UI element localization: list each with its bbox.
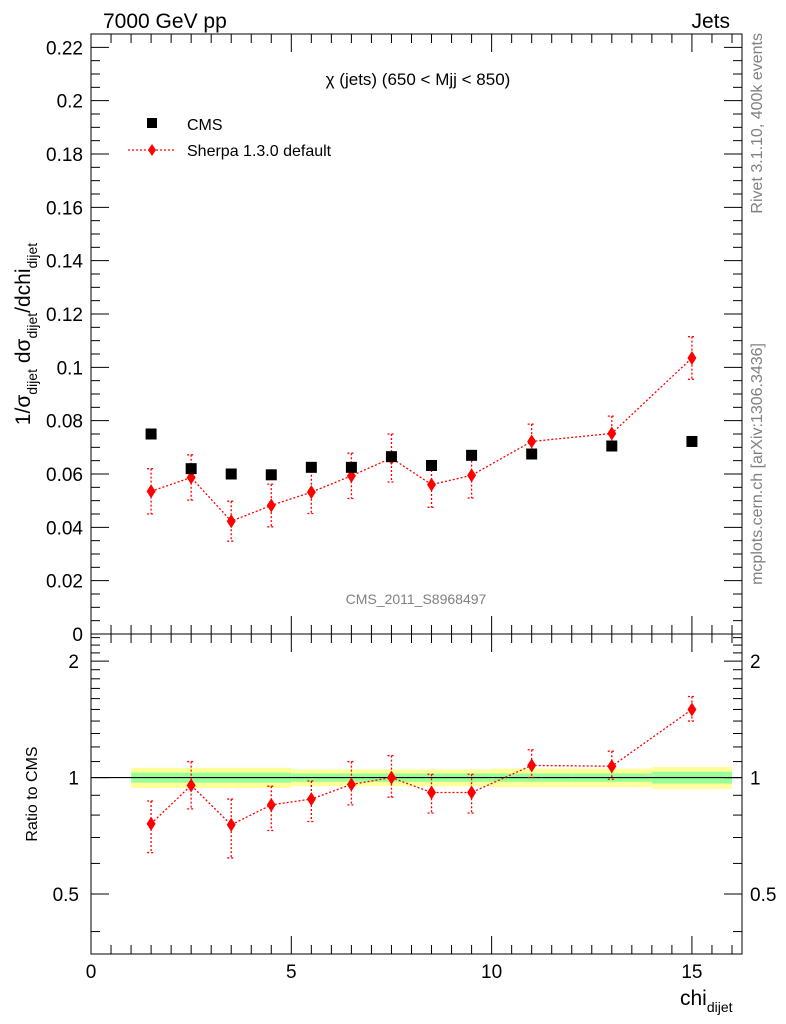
main-y-label-sub3: dijet xyxy=(24,243,40,269)
x-tick-labels: 0 5 10 15 xyxy=(86,962,703,983)
mc-point xyxy=(607,426,617,441)
ratio-y-tick-label-left: 1 xyxy=(68,769,79,790)
header-energy-label: 7000 GeV pp xyxy=(103,10,227,33)
ratio-mc-point xyxy=(607,759,617,774)
main-panel: 0 0.02 0.04 0.06 0.08 0.1 0.12 0.14 0.16 0.18 0.2 0… xyxy=(12,33,743,646)
cms-data-point xyxy=(526,448,538,460)
ratio-y-tick-label-left: 2 xyxy=(68,652,79,673)
main-y-tick-labels: 0 0.02 0.04 0.06 0.08 0.1 0.12 0.14 0.16 0.18 0.2 0… xyxy=(46,38,83,646)
main-y-label-part2: dσ xyxy=(12,339,35,370)
x-tick-label: 15 xyxy=(681,962,702,983)
ratio-y-tick-label-right: 2 xyxy=(750,652,761,673)
ratio-mc-series xyxy=(146,695,697,859)
main-y-tick-label: 0.1 xyxy=(57,358,83,379)
x-label-main: chi xyxy=(680,987,707,1010)
legend: CMS Sherpa 1.3.0 default xyxy=(128,117,332,160)
ratio-mc-point xyxy=(527,758,537,773)
cms-data-point xyxy=(466,449,478,461)
legend-mc-marker xyxy=(148,144,156,156)
ratio-y-axis-label: Ratio to CMS xyxy=(24,746,41,841)
main-mc-series xyxy=(146,336,697,542)
cms-data-point xyxy=(426,459,438,471)
mc-point xyxy=(427,477,437,492)
ratio-plot-frame xyxy=(90,633,743,955)
ratio-y-tick-label-right: 1 xyxy=(750,769,761,790)
main-axis-ticks xyxy=(90,33,742,635)
main-y-tick-label: 0.22 xyxy=(46,38,83,59)
x-tick-label: 10 xyxy=(481,962,502,983)
main-y-tick-label: 0.12 xyxy=(46,305,83,326)
main-y-label-sub2: dijet xyxy=(24,313,40,339)
ratio-y-tick-labels: 0.5 0.5 1 1 2 2 xyxy=(53,652,777,906)
cms-data-point xyxy=(385,451,397,463)
legend-mc-label: Sherpa 1.3.0 default xyxy=(187,143,332,160)
ratio-mc-point xyxy=(226,817,236,832)
legend-cms-marker xyxy=(147,118,157,128)
cms-data-point xyxy=(225,468,237,480)
ratio-mc-point xyxy=(306,792,316,807)
cms-data-point xyxy=(185,463,197,475)
mc-point xyxy=(266,498,276,513)
ratio-mc-point xyxy=(386,770,396,785)
main-y-label-part1: 1/σ xyxy=(12,395,35,426)
cms-data-point xyxy=(305,461,317,473)
cms-data-point xyxy=(265,469,277,481)
ratio-y-tick-label-left: 0.5 xyxy=(53,885,79,906)
x-tick-label: 0 xyxy=(86,962,97,983)
ratio-axis-ticks xyxy=(90,634,742,954)
main-title: χ (jets) (650 < Mjj < 850) xyxy=(326,70,511,89)
cms-data-point xyxy=(606,440,618,452)
main-y-tick-label: 0.06 xyxy=(46,465,83,486)
main-y-tick-label: 0.02 xyxy=(46,572,83,593)
ratio-mc-point xyxy=(467,785,477,800)
cms-data-point xyxy=(686,435,698,447)
mc-line xyxy=(150,357,693,522)
mc-point xyxy=(146,484,156,499)
mc-point xyxy=(306,485,316,500)
mc-point xyxy=(527,434,537,449)
main-y-tick-label: 0.18 xyxy=(46,145,83,166)
ratio-panel: 0.5 0.5 1 1 2 2 0 5 10 15 Ratio to CMS chidijet xyxy=(24,633,777,1015)
mc-point xyxy=(467,468,477,483)
ratio-mc-point xyxy=(266,797,276,812)
mcplots-reference-label: mcplots.cern.ch [arXiv:1306.3436] xyxy=(749,343,766,585)
main-y-tick-label: 0 xyxy=(72,625,83,646)
ratio-mc-point xyxy=(427,785,437,800)
analysis-watermark: CMS_2011_S8968497 xyxy=(346,591,487,607)
main-y-tick-label: 0.04 xyxy=(46,518,83,539)
main-y-label-part3: /dchi xyxy=(12,268,35,312)
main-y-tick-label: 0.14 xyxy=(46,252,83,273)
ratio-mc-point xyxy=(186,778,196,793)
mc-point xyxy=(687,351,697,365)
main-y-axis-label: 1/σdijet dσdijet/dchidijet xyxy=(12,243,40,425)
cms-data-point xyxy=(145,428,157,440)
ratio-mc-point xyxy=(346,777,356,792)
mc-point xyxy=(226,514,236,529)
x-label-sub: dijet xyxy=(707,999,733,1015)
rivet-version-label: Rivet 3.1.10, 400k events xyxy=(749,33,766,214)
main-data-series xyxy=(145,428,698,481)
header-process-label: Jets xyxy=(691,10,730,33)
cms-data-point xyxy=(345,461,357,473)
main-y-tick-label: 0.2 xyxy=(57,92,83,113)
x-tick-label: 5 xyxy=(286,962,297,983)
x-axis-label: chidijet xyxy=(680,987,733,1015)
ratio-mc-point xyxy=(146,816,156,831)
main-y-label-sub1: dijet xyxy=(24,369,40,395)
ratio-y-tick-label-right: 0.5 xyxy=(750,885,776,906)
main-y-tick-label: 0.16 xyxy=(46,198,83,219)
main-y-tick-label: 0.08 xyxy=(46,412,83,433)
ratio-mc-point xyxy=(687,702,697,717)
legend-cms-label: CMS xyxy=(187,117,223,134)
